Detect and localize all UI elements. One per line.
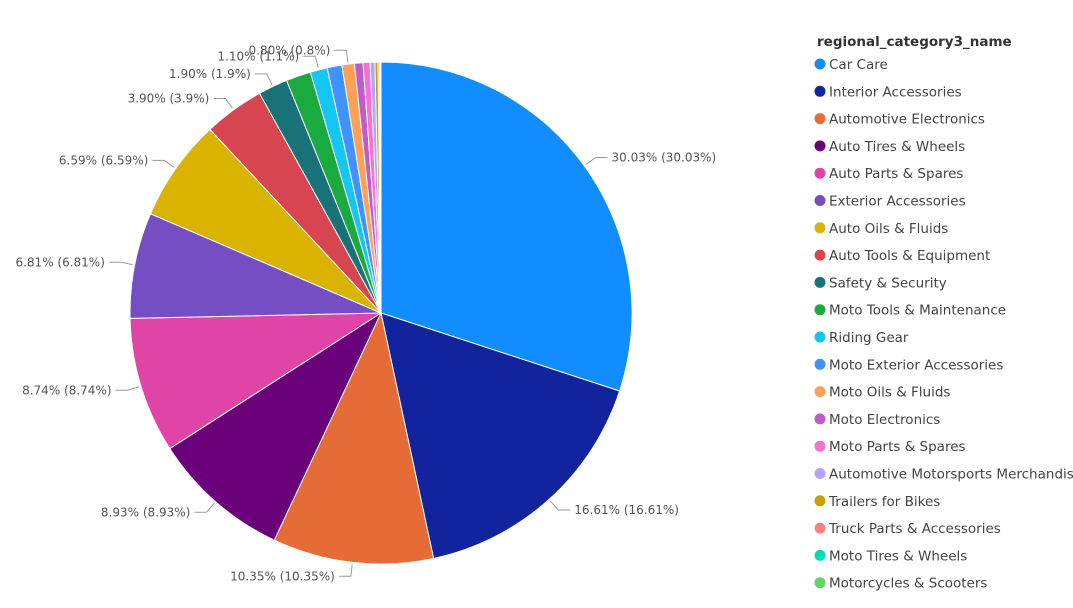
- legend-item-moto-tools-and-maintenance[interactable]: Moto Tools & Maintenance: [814, 303, 1007, 319]
- legend-label-moto-tools-and-maintenance: Moto Tools & Maintenance: [829, 303, 1006, 319]
- legend-marker-interior-accessories: [814, 85, 826, 97]
- legend-marker-riding-gear: [814, 331, 826, 343]
- leader-line-auto-parts-and-spares: [115, 386, 140, 391]
- data-label-car-care: 30.03% (30.03%): [612, 150, 717, 164]
- legend-label-trailers-for-bikes: Trailers for Bikes: [828, 494, 940, 510]
- legend-marker-automotive-motorsports-merchandise: [814, 468, 826, 479]
- leader-line-auto-tires-and-wheels: [194, 502, 215, 513]
- legend-label-moto-tires-and-wheels: Moto Tires & Wheels: [829, 548, 967, 564]
- legend-label-riding-gear: Riding Gear: [829, 330, 909, 346]
- data-label-exterior-accessories: 6.81% (6.81%): [15, 255, 104, 269]
- legend-label-moto-exterior-accessories: Moto Exterior Accessories: [829, 357, 1003, 373]
- leader-line-safety-and-security: [254, 73, 273, 85]
- legend-item-trailers-for-bikes[interactable]: Trailers for Bikes: [814, 494, 941, 510]
- data-label-auto-tires-and-wheels: 8.93% (8.93%): [101, 505, 190, 519]
- legend-label-auto-tools-and-equipment: Auto Tools & Equipment: [829, 248, 990, 264]
- leader-line-car-care: [585, 156, 608, 165]
- legend-item-moto-oils-and-fluids[interactable]: Moto Oils & Fluids: [814, 385, 951, 401]
- legend-marker-car-care: [814, 58, 826, 70]
- leader-line-exterior-accessories: [108, 261, 133, 266]
- legend-item-auto-tires-and-wheels[interactable]: Auto Tires & Wheels: [814, 139, 966, 155]
- legend-marker-moto-exterior-accessories: [814, 358, 826, 370]
- leader-line-auto-oils-and-fluids: [152, 159, 175, 168]
- data-label-automotive-electronics: 10.35% (10.35%): [230, 569, 335, 583]
- pie-slice-car-care[interactable]: [380, 61, 633, 392]
- legend-marker-exterior-accessories: [814, 195, 826, 206]
- data-label-auto-tools-and-equipment: 3.90% (3.9%): [128, 92, 210, 106]
- legend-label-motorcycles-and-scooters: Motorcycles & Scooters: [829, 576, 987, 592]
- leader-line-automotive-electronics: [338, 564, 353, 577]
- legend-item-riding-gear[interactable]: Riding Gear: [814, 330, 909, 346]
- pie-slice-auto-tires-and-wheels[interactable]: [169, 311, 383, 541]
- legend-item-automotive-motorsports-merchandise[interactable]: Automotive Motorsports Merchandise: [814, 467, 1073, 483]
- legend-title: regional_category3_name: [817, 34, 1012, 50]
- data-label-riding-gear: 1.10% (1.1%): [217, 49, 299, 63]
- legend-item-moto-parts-and-spares[interactable]: Moto Parts & Spares: [814, 439, 966, 455]
- legend-label-safety-and-security: Safety & Security: [829, 275, 947, 291]
- legend-marker-moto-tools-and-maintenance: [814, 304, 826, 316]
- legend-marker-moto-parts-and-spares: [814, 440, 826, 452]
- legend-item-motorcycles-and-scooters[interactable]: Motorcycles & Scooters: [814, 576, 988, 592]
- pie-slice-auto-parts-and-spares[interactable]: [129, 312, 383, 450]
- legend-item-truck-parts-and-accessories[interactable]: Truck Parts & Accessories: [814, 521, 1001, 537]
- pie-slices: [129, 61, 633, 565]
- legend-label-auto-tires-and-wheels: Auto Tires & Wheels: [829, 139, 965, 155]
- data-labels: 30.03% (30.03%) 16.61% (16.61%) 10.35% (10…: [15, 43, 716, 583]
- legend-label-moto-parts-and-spares: Moto Parts & Spares: [829, 439, 966, 455]
- legend-marker-auto-tools-and-equipment: [814, 249, 826, 261]
- legend-item-safety-and-security[interactable]: Safety & Security: [814, 275, 947, 291]
- pie-slice-interior-accessories[interactable]: [380, 312, 621, 560]
- legend-items: Car Care Interior Accessories Automotive E…: [814, 57, 1073, 592]
- legend-label-car-care: Car Care: [829, 57, 888, 73]
- legend-marker-trailers-for-bikes: [814, 495, 826, 507]
- legend-item-auto-oils-and-fluids[interactable]: Auto Oils & Fluids: [814, 221, 949, 237]
- pie-slice-exterior-accessories[interactable]: [129, 213, 382, 319]
- legend-marker-moto-tires-and-wheels: [814, 549, 826, 561]
- legend-label-automotive-motorsports-merchandise: Automotive Motorsports Merchandise: [829, 467, 1073, 483]
- legend-item-moto-exterior-accessories[interactable]: Moto Exterior Accessories: [814, 357, 1004, 373]
- leader-line-interior-accessories: [549, 500, 571, 511]
- legend-marker-auto-parts-and-spares: [814, 167, 826, 179]
- legend-label-automotive-electronics: Automotive Electronics: [829, 112, 985, 128]
- legend-marker-auto-tires-and-wheels: [814, 140, 826, 152]
- legend-label-exterior-accessories: Exterior Accessories: [829, 194, 966, 210]
- legend-marker-moto-oils-and-fluids: [814, 386, 826, 398]
- legend-item-automotive-electronics[interactable]: Automotive Electronics: [814, 112, 985, 128]
- legend-item-interior-accessories[interactable]: Interior Accessories: [814, 84, 962, 100]
- legend-marker-automotive-electronics: [814, 113, 826, 125]
- legend-marker-auto-oils-and-fluids: [814, 222, 826, 234]
- legend-label-moto-oils-and-fluids: Moto Oils & Fluids: [829, 385, 950, 401]
- leader-line-riding-gear: [303, 55, 319, 69]
- data-label-moto-oils-and-fluids: 0.80% (0.8%): [249, 43, 331, 57]
- legend-item-moto-tires-and-wheels[interactable]: Moto Tires & Wheels: [814, 548, 968, 564]
- legend-marker-safety-and-security: [814, 276, 826, 288]
- legend-item-car-care[interactable]: Car Care: [814, 57, 888, 73]
- legend-label-interior-accessories: Interior Accessories: [829, 84, 962, 100]
- legend-item-exterior-accessories[interactable]: Exterior Accessories: [814, 194, 966, 210]
- legend-marker-moto-electronics: [814, 413, 826, 425]
- legend-label-moto-electronics: Moto Electronics: [829, 412, 940, 428]
- data-label-auto-parts-and-spares: 8.74% (8.74%): [22, 383, 111, 397]
- legend-marker-truck-parts-and-accessories: [814, 522, 826, 534]
- pie-slice-automotive-electronics[interactable]: [273, 311, 435, 565]
- leader-line-moto-oils-and-fluids: [334, 49, 349, 63]
- legend-item-moto-electronics[interactable]: Moto Electronics: [814, 412, 941, 428]
- data-label-auto-oils-and-fluids: 6.59% (6.59%): [59, 153, 148, 167]
- legend-label-auto-parts-and-spares: Auto Parts & Spares: [829, 166, 963, 182]
- legend-item-auto-tools-and-equipment[interactable]: Auto Tools & Equipment: [814, 248, 991, 264]
- data-label-interior-accessories: 16.61% (16.61%): [574, 503, 679, 517]
- legend: regional_category3_name Car Care Interior…: [814, 34, 1073, 592]
- leader-line-auto-tools-and-equipment: [213, 98, 233, 109]
- legend-label-auto-oils-and-fluids: Auto Oils & Fluids: [829, 221, 948, 237]
- legend-label-truck-parts-and-accessories: Truck Parts & Accessories: [828, 521, 1001, 537]
- legend-item-auto-parts-and-spares[interactable]: Auto Parts & Spares: [814, 166, 964, 182]
- data-label-safety-and-security: 1.90% (1.9%): [169, 67, 251, 81]
- leader-lines: [108, 49, 608, 577]
- legend-marker-motorcycles-and-scooters: [814, 577, 826, 589]
